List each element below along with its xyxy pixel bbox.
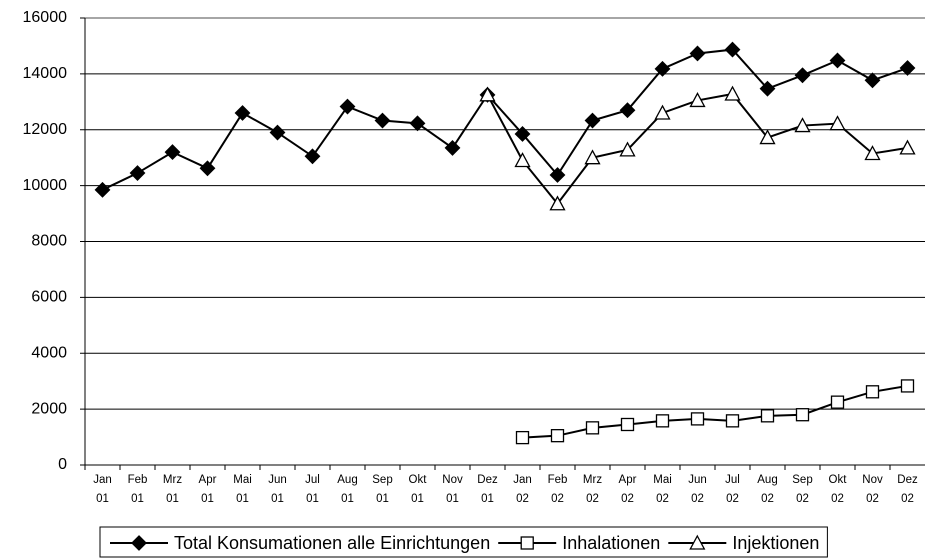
y-tick-label: 16000 <box>23 9 68 26</box>
marker <box>164 144 181 161</box>
marker <box>724 85 741 101</box>
x-tick-label: Feb 02 <box>548 474 568 505</box>
marker <box>339 98 356 115</box>
marker <box>619 102 636 119</box>
legend-label: Inhalationen <box>562 533 660 553</box>
marker <box>515 430 530 445</box>
x-tick-label: Nov 01 <box>442 474 463 505</box>
x-tick-label: Apr 02 <box>619 474 637 505</box>
y-tick-label: 12000 <box>23 121 68 138</box>
x-tick-label: Okt 02 <box>829 474 848 505</box>
marker <box>900 379 915 393</box>
marker <box>131 535 147 551</box>
marker <box>520 536 534 550</box>
marker <box>759 129 776 145</box>
marker <box>794 67 811 84</box>
marker <box>689 534 706 550</box>
marker <box>655 414 670 428</box>
marker <box>619 141 636 157</box>
y-tick-label: 4000 <box>31 344 67 361</box>
y-tick-label: 6000 <box>31 289 67 306</box>
marker <box>899 60 916 76</box>
series-line <box>486 92 908 206</box>
marker <box>899 139 916 155</box>
marker <box>759 80 776 97</box>
x-tick-label: Dez 02 <box>897 474 918 505</box>
x-tick-label: Jun 02 <box>688 474 707 505</box>
marker <box>444 139 461 156</box>
x-tick-label: Jan 02 <box>513 474 532 505</box>
x-tick-label: Mai 02 <box>653 474 672 505</box>
x-tick-label: Dez 01 <box>477 474 498 505</box>
x-tick-label: Okt 01 <box>409 474 428 505</box>
marker <box>689 45 706 62</box>
x-tick-label: Mai 01 <box>233 474 252 505</box>
marker <box>725 414 740 428</box>
y-tick-label: 10000 <box>23 177 68 194</box>
marker <box>584 149 601 165</box>
marker <box>760 409 775 423</box>
marker <box>864 145 881 161</box>
marker <box>479 86 496 102</box>
y-tick-label: 8000 <box>31 233 67 250</box>
marker <box>654 60 671 77</box>
marker <box>724 41 741 58</box>
x-tick-label: Feb 01 <box>128 474 148 505</box>
x-tick-label: Nov 02 <box>862 474 883 505</box>
marker <box>514 152 531 168</box>
x-tick-label: Mrz 02 <box>583 474 602 505</box>
x-tick-label: Apr 01 <box>199 474 217 505</box>
x-tick-label: Sep 01 <box>372 474 392 505</box>
marker <box>690 412 705 426</box>
marker <box>689 92 706 108</box>
y-tick-label: 0 <box>58 456 67 473</box>
x-tick-label: Jun 01 <box>268 474 287 505</box>
marker <box>620 417 635 432</box>
y-tick-label: 14000 <box>23 65 68 82</box>
marker <box>94 181 111 198</box>
legend: Total Konsumationen alle Einrichtungen In… <box>99 526 828 558</box>
marker <box>514 126 531 142</box>
marker <box>830 395 845 409</box>
marker <box>585 421 600 435</box>
marker <box>550 429 565 443</box>
marker <box>654 104 671 120</box>
x-tick-label: Sep 02 <box>792 474 812 505</box>
y-tick-label: 2000 <box>31 400 67 417</box>
marker <box>584 112 601 129</box>
x-tick-label: Mrz 01 <box>163 474 182 505</box>
series-line <box>102 48 908 191</box>
marker <box>374 112 391 129</box>
marker <box>269 124 286 141</box>
marker <box>549 167 566 183</box>
marker <box>409 115 426 132</box>
x-tick-label: Jul 02 <box>725 474 740 505</box>
x-tick-label: Jan 01 <box>93 474 112 505</box>
marker <box>865 385 880 399</box>
marker <box>794 117 811 133</box>
marker <box>829 115 846 131</box>
marker <box>795 408 810 422</box>
x-tick-label: Aug 01 <box>337 474 357 505</box>
marker <box>304 148 321 165</box>
x-tick-label: Aug 02 <box>757 474 777 505</box>
marker <box>199 160 216 177</box>
marker <box>129 165 146 181</box>
legend-label: Total Konsumationen alle Einrichtungen <box>174 533 490 553</box>
marker <box>864 72 881 89</box>
legend-label: Injektionen <box>732 533 819 553</box>
marker <box>829 52 846 69</box>
marker <box>234 105 251 121</box>
marker <box>549 195 566 211</box>
x-tick-label: Jul 01 <box>305 474 320 505</box>
series-line <box>522 384 908 439</box>
